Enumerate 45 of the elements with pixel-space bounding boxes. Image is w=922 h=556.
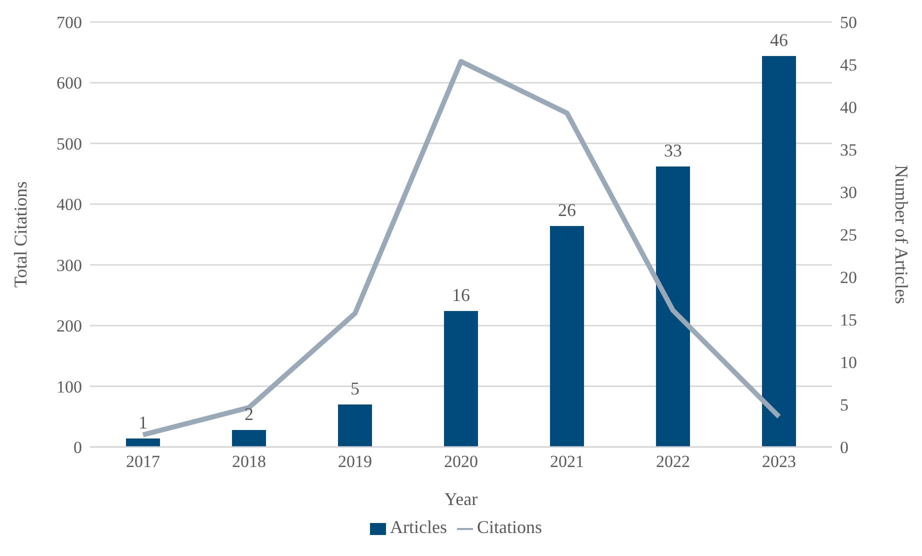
data-label: 2 — [244, 404, 254, 424]
y-axis-title: Total Citations — [10, 181, 30, 288]
y2-tick-label: 30 — [840, 183, 857, 202]
y-tick-label: 500 — [56, 134, 82, 154]
data-label: 5 — [350, 378, 360, 398]
x-tick-label: 2017 — [126, 452, 160, 472]
y2-axis-title: Number of Articles — [892, 165, 912, 304]
x-tick-label: 2023 — [762, 452, 796, 472]
y2-tick-label: 40 — [840, 98, 857, 118]
y2-tick-label: 45 — [840, 56, 857, 75]
y2-tick-label: 15 — [840, 310, 857, 330]
y2-tick-label: 5 — [840, 396, 848, 415]
data-label: 16 — [452, 285, 470, 305]
x-tick-label: 2020 — [444, 452, 478, 472]
y2-tick-label: 20 — [840, 268, 857, 288]
bar — [338, 404, 372, 447]
data-label: 1 — [138, 412, 148, 432]
x-tick-label: 2018 — [232, 452, 266, 472]
bar — [126, 438, 160, 447]
data-label: 46 — [770, 30, 788, 50]
y2-tick-label: 10 — [840, 353, 857, 372]
bar — [550, 226, 584, 447]
bar — [762, 56, 796, 447]
x-tick-label: 2019 — [338, 452, 372, 472]
y-tick-label: 200 — [56, 316, 82, 336]
y-tick-label: 700 — [56, 13, 82, 32]
y-tick-label: 100 — [56, 377, 82, 396]
y2-tick-label: 50 — [840, 13, 857, 32]
bar — [232, 430, 266, 447]
legend-label: Citations — [476, 517, 542, 537]
y-tick-label: 600 — [56, 74, 82, 93]
y2-tick-label: 0 — [840, 438, 848, 458]
y-tick-label: 400 — [56, 195, 82, 214]
y-tick-label: 300 — [56, 256, 82, 275]
x-axis-title: Year — [444, 489, 478, 509]
legend-label: Articles — [390, 517, 447, 537]
y2-tick-label: 25 — [840, 226, 857, 245]
bar — [656, 166, 690, 447]
y2-tick-label: 35 — [840, 140, 857, 160]
data-label: 26 — [558, 200, 576, 220]
data-label: 33 — [664, 140, 682, 160]
x-tick-label: 2022 — [656, 452, 690, 472]
bar — [444, 311, 478, 447]
x-tick-label: 2021 — [550, 452, 584, 472]
y-tick-label: 0 — [74, 438, 82, 458]
